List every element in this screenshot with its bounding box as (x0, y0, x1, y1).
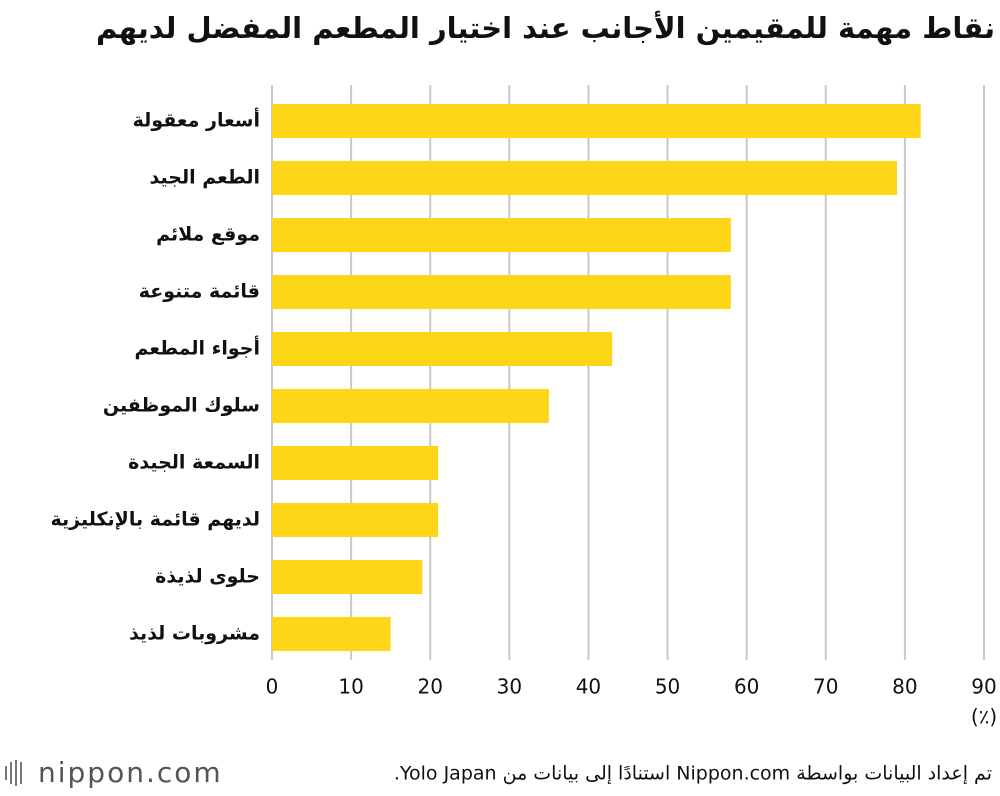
y-tick-label: سلوك الموظفين (103, 395, 260, 417)
y-tick-label: قائمة متنوعة (139, 281, 260, 303)
y-tick-label: موقع ملائم (156, 224, 260, 246)
source-note: تم إعداد البيانات بواسطة Nippon.com استن… (394, 763, 992, 786)
logo: nippon.com (38, 756, 223, 789)
bar (272, 218, 731, 252)
bar (272, 275, 731, 309)
x-tick-label: 20 (417, 675, 442, 699)
bar (272, 560, 423, 594)
bar (272, 161, 897, 195)
bar (272, 446, 439, 480)
y-tick-label: حلوى لذيذة (155, 566, 260, 588)
bar (272, 104, 921, 138)
bar (272, 389, 549, 423)
x-tick-label: 30 (497, 675, 522, 699)
bar (272, 503, 439, 537)
y-tick-label: مشروبات لذيذ (129, 623, 260, 645)
x-axis-label: (٪) (971, 705, 997, 729)
bar (272, 617, 391, 651)
x-tick-label: 50 (655, 675, 680, 699)
y-tick-label: لديهم قائمة بالإنكليزية (51, 509, 260, 531)
chart-title: نقاط مهمة للمقيمين الأجانب عند اختيار ال… (96, 10, 995, 45)
y-tick-label: السمعة الجيدة (128, 452, 260, 474)
x-tick-label: 80 (892, 675, 917, 699)
x-tick-label: 70 (813, 675, 838, 699)
x-tick-label: 40 (576, 675, 601, 699)
bar (272, 332, 613, 366)
x-tick-label: 60 (734, 675, 759, 699)
y-tick-label: أجواء المطعم (135, 336, 260, 360)
x-tick-label: 90 (971, 675, 996, 699)
x-tick-label: 10 (338, 675, 363, 699)
x-tick-label: 0 (266, 675, 279, 699)
logo-icon (5, 760, 22, 786)
y-tick-label: أسعار معقولة (133, 108, 260, 132)
y-tick-label: الطعم الجيد (150, 167, 260, 189)
